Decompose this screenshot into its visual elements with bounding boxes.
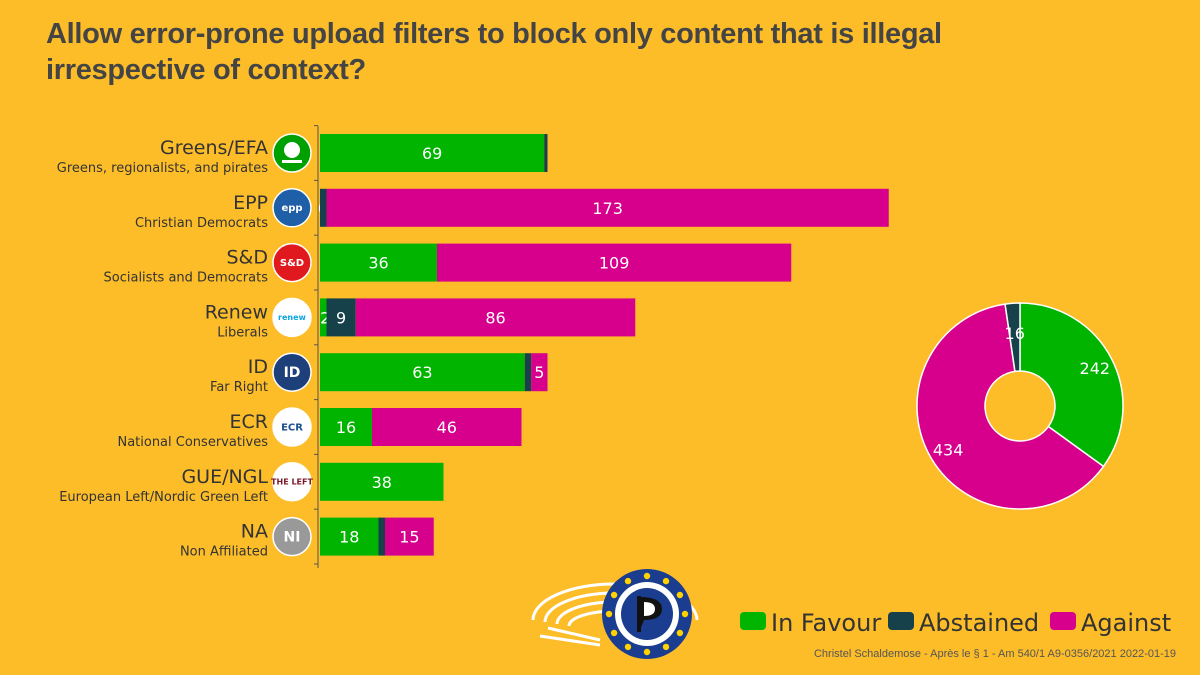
- bar-value-label: 5: [534, 363, 544, 382]
- greens-efa-logo: [272, 133, 312, 173]
- bar-value-label: 69: [422, 144, 442, 163]
- bar-value-label: 109: [599, 254, 630, 273]
- bar-segment: [544, 134, 548, 172]
- donut-value-label: 16: [1005, 324, 1025, 343]
- group-name: S&D: [226, 247, 268, 269]
- bar-value-label: 63: [412, 363, 432, 382]
- logo-mark: [282, 160, 302, 163]
- bar-segment: [378, 517, 385, 556]
- donut-chart: 242 434 16: [916, 302, 1124, 510]
- star-icon: [681, 610, 689, 618]
- star-icon: [676, 629, 684, 637]
- bar-value-label: 9: [336, 308, 346, 327]
- bar-value-label: 18: [339, 528, 359, 547]
- group-subtitle: Greens, regionalists, and pirates: [57, 161, 268, 176]
- bar-segment: [326, 188, 889, 227]
- group-subtitle: Socialists and Democrats: [104, 271, 269, 286]
- bar-segment: [320, 353, 525, 392]
- donut-slice: [1004, 302, 1021, 373]
- bar-value-label: 16: [336, 418, 356, 437]
- legend: In Favour Abstained Against: [740, 609, 1171, 637]
- group-labels: Greens/EFA Greens, regionalists, and pira…: [57, 133, 313, 560]
- logo-text: THE LEFT: [271, 477, 313, 486]
- logo-text: ECR: [281, 422, 303, 433]
- star-icon: [662, 643, 670, 651]
- bar-value-label: 15: [399, 528, 419, 547]
- group-subtitle: European Left/Nordic Green Left: [59, 490, 268, 505]
- star-icon: [662, 577, 670, 585]
- star-icon: [643, 572, 651, 580]
- bar-segment: [355, 298, 636, 337]
- bar-segment: [320, 517, 379, 556]
- group-subtitle: Christian Democrats: [135, 216, 268, 231]
- european-parliament-pirate-logo: [531, 569, 699, 659]
- bar-segment: [320, 462, 444, 501]
- star-icon: [624, 577, 632, 585]
- donut-value-label: 242: [1080, 359, 1111, 378]
- id-logo: ID: [272, 352, 312, 392]
- legend-label: In Favour: [771, 609, 881, 637]
- star-icon: [624, 643, 632, 651]
- bar-segment: [320, 243, 437, 282]
- bar-segment: [320, 408, 372, 446]
- legend-label: Against: [1081, 609, 1171, 637]
- logo-text: NI: [284, 529, 301, 545]
- bar-segment: [372, 408, 522, 446]
- bar-segment: [320, 134, 545, 172]
- footer-caption: Christel Schaldemose - Après le § 1 - Am…: [813, 648, 1176, 660]
- logo-mark: [284, 142, 300, 158]
- ecr-logo: ECR: [272, 407, 312, 447]
- bar-value-label: 2: [320, 308, 330, 327]
- group-name: GUE/NGL: [181, 466, 268, 488]
- group-name: EPP: [233, 192, 268, 214]
- bar-segment: [326, 298, 356, 337]
- star-icon: [605, 610, 613, 618]
- legend-swatch: [740, 612, 766, 630]
- the-left-logo: THE LEFT: [271, 462, 313, 502]
- donut-value-label: 434: [933, 441, 964, 460]
- group-name: Greens/EFA: [160, 137, 268, 159]
- bars: 6901733610929866351646381815: [318, 134, 889, 556]
- bar-segment: [531, 353, 548, 392]
- bar-value-label: 38: [372, 473, 392, 492]
- group-name: ID: [248, 356, 268, 378]
- legend-swatch: [1050, 612, 1076, 630]
- bar-segment: [385, 517, 434, 556]
- donut-slice: [916, 303, 1105, 510]
- chart-title: Allow error-prone upload filters to bloc…: [46, 18, 942, 86]
- bar-value-label: 173: [592, 199, 623, 218]
- donut-slice: [1019, 302, 1124, 468]
- logo-text: epp: [281, 203, 302, 214]
- group-subtitle: Far Right: [210, 380, 268, 395]
- star-icon: [610, 629, 618, 637]
- logo-text: renew: [278, 313, 306, 322]
- group-name: NA: [241, 521, 268, 543]
- group-name: Renew: [205, 301, 268, 323]
- logo-text: ID: [284, 365, 301, 381]
- bar-segment: [524, 353, 532, 392]
- legend-label: Abstained: [919, 609, 1039, 637]
- bar-value-label: 46: [437, 418, 457, 437]
- sd-logo: S&D: [272, 242, 312, 283]
- logo-text: S&D: [280, 258, 304, 269]
- renew-europe-logo: renew: [272, 297, 312, 338]
- star-icon: [643, 648, 651, 656]
- ni-logo: NI: [272, 516, 312, 557]
- category-axis: [314, 125, 319, 568]
- group-subtitle: Liberals: [217, 325, 268, 340]
- star-icon: [676, 591, 684, 599]
- bar-value-label: 86: [485, 308, 505, 327]
- legend-swatch: [888, 612, 914, 630]
- star-icon: [610, 591, 618, 599]
- group-subtitle: National Conservatives: [117, 435, 268, 450]
- bar-value-label: 36: [368, 254, 388, 273]
- bar-segment: [320, 298, 327, 337]
- group-subtitle: Non Affiliated: [180, 545, 268, 560]
- bar-segment: [320, 188, 327, 227]
- bar-segment: [437, 243, 792, 282]
- epp-logo: epp: [272, 188, 312, 228]
- group-name: ECR: [230, 411, 268, 433]
